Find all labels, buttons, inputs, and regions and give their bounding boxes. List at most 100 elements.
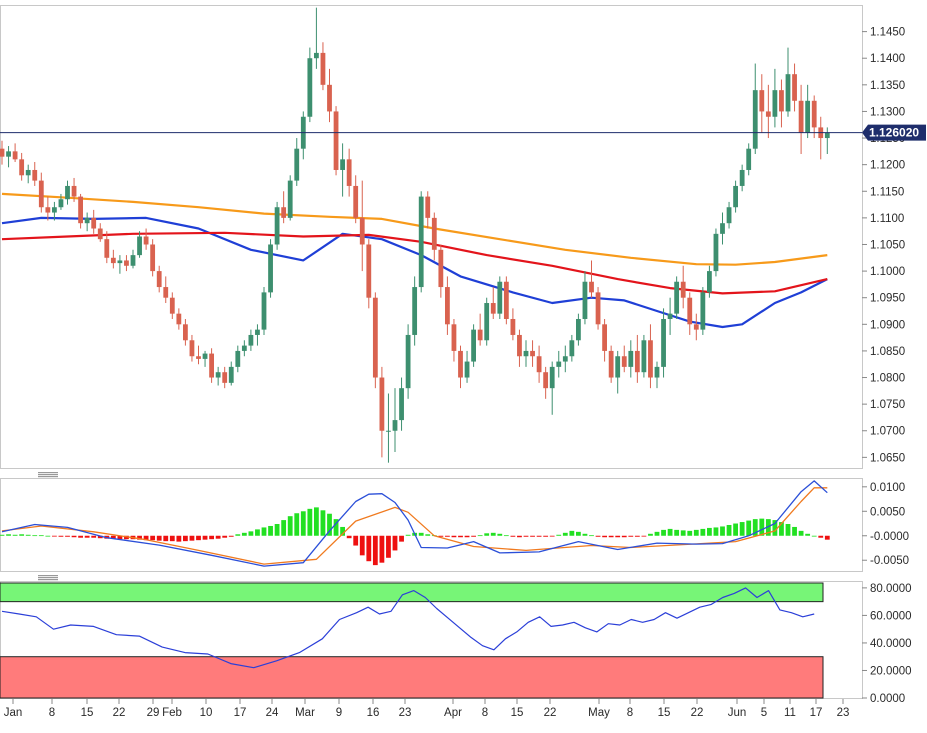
y-tick-label: 1.0700	[870, 426, 905, 438]
candle-body	[196, 356, 201, 359]
histogram-bar	[300, 511, 306, 536]
x-tick-label: 22	[691, 707, 704, 719]
candle-body	[543, 372, 549, 389]
histogram-bar	[78, 535, 83, 538]
candle	[340, 143, 345, 197]
candle-body	[752, 90, 758, 149]
candle-body	[641, 340, 647, 373]
candle-body	[779, 90, 784, 112]
candle-body	[759, 90, 765, 112]
candle	[248, 329, 254, 351]
candle	[523, 340, 529, 367]
candle	[6, 146, 11, 168]
candle	[510, 308, 516, 341]
histogram-bar	[386, 535, 391, 558]
candle	[366, 239, 372, 309]
candle	[759, 74, 765, 133]
candle-body	[241, 345, 247, 351]
histogram-bar	[38, 535, 44, 537]
candle	[392, 388, 398, 453]
candle	[110, 249, 116, 269]
histogram-bar	[746, 520, 752, 536]
candle	[307, 47, 313, 123]
x-tick-label: 10	[200, 707, 213, 719]
candle	[281, 191, 287, 224]
histogram-bar	[477, 535, 483, 537]
histogram-bar	[91, 535, 97, 538]
histogram-bar	[765, 519, 771, 536]
histogram-bar	[176, 535, 182, 542]
histogram-bar	[589, 535, 594, 537]
candle	[471, 324, 476, 367]
candle-body	[189, 340, 195, 357]
candle	[680, 265, 686, 309]
histogram-bar	[458, 535, 463, 538]
candle	[327, 68, 332, 123]
candle	[137, 231, 142, 258]
histogram-bar	[189, 535, 195, 541]
candle	[359, 180, 365, 272]
candle-body	[405, 334, 411, 389]
candle	[379, 366, 385, 458]
candle-body	[425, 196, 431, 218]
histogram-bar	[792, 526, 797, 536]
candle	[445, 276, 450, 335]
y-tick-label: 1.1050	[870, 239, 905, 251]
candle	[386, 393, 391, 463]
candle-body	[38, 180, 44, 208]
candle-body	[104, 239, 110, 258]
candle	[268, 239, 273, 298]
panel-drag-handle[interactable]	[38, 472, 58, 478]
candle-body	[693, 324, 699, 330]
candle	[71, 177, 77, 202]
candle-body	[772, 90, 778, 117]
candle	[19, 152, 25, 181]
x-tick-label: 22	[544, 707, 557, 719]
candle-body	[327, 84, 332, 112]
candle	[431, 212, 437, 261]
candle	[752, 63, 758, 155]
candle-body	[621, 356, 627, 367]
candle-body	[811, 100, 817, 128]
candle	[779, 79, 784, 128]
candle-body	[792, 74, 797, 101]
candle	[143, 228, 149, 250]
panel-drag-handle[interactable]	[38, 575, 58, 581]
histogram-bar	[811, 535, 817, 537]
histogram-bar	[169, 535, 175, 542]
candle-body	[707, 271, 712, 293]
candle-body	[805, 100, 811, 133]
price-panel[interactable]: 1.14501.14001.13501.13001.12501.12001.11…	[0, 5, 926, 469]
candle-body	[720, 223, 725, 234]
candle	[654, 361, 660, 389]
candle-body	[248, 334, 254, 346]
candle	[517, 329, 522, 367]
histogram-bar	[392, 535, 398, 551]
candle-body	[615, 356, 621, 378]
histogram-bar	[150, 535, 156, 541]
rsi-panel[interactable]: 80.0000 60.0000 40.0000 20.0000 0.0000	[0, 575, 912, 705]
candle-body	[65, 185, 70, 200]
candle-body	[366, 244, 372, 298]
y-tick-label: 1.0950	[870, 293, 905, 305]
histogram-bar	[84, 535, 90, 538]
candle	[353, 175, 359, 224]
histogram-bar	[562, 532, 568, 536]
histogram-bar	[595, 535, 601, 537]
histogram-bar	[320, 510, 326, 536]
histogram-bar	[97, 535, 103, 539]
candle	[693, 313, 699, 341]
candle-body	[268, 244, 273, 293]
macd-panel[interactable]: 0.0100 0.0050 -0.0000 -0.0050	[0, 472, 909, 572]
candle-body	[523, 350, 529, 357]
candle-body	[6, 151, 11, 157]
candle-body	[372, 297, 378, 378]
y-tick-label: 1.1450	[870, 27, 905, 39]
y-tick-label: 0.0050	[870, 506, 905, 518]
y-tick-label: 60.0000	[870, 610, 912, 622]
candle	[196, 345, 201, 365]
candle	[700, 287, 706, 335]
histogram-bar	[739, 522, 745, 536]
x-tick-label: Jun	[728, 707, 747, 719]
